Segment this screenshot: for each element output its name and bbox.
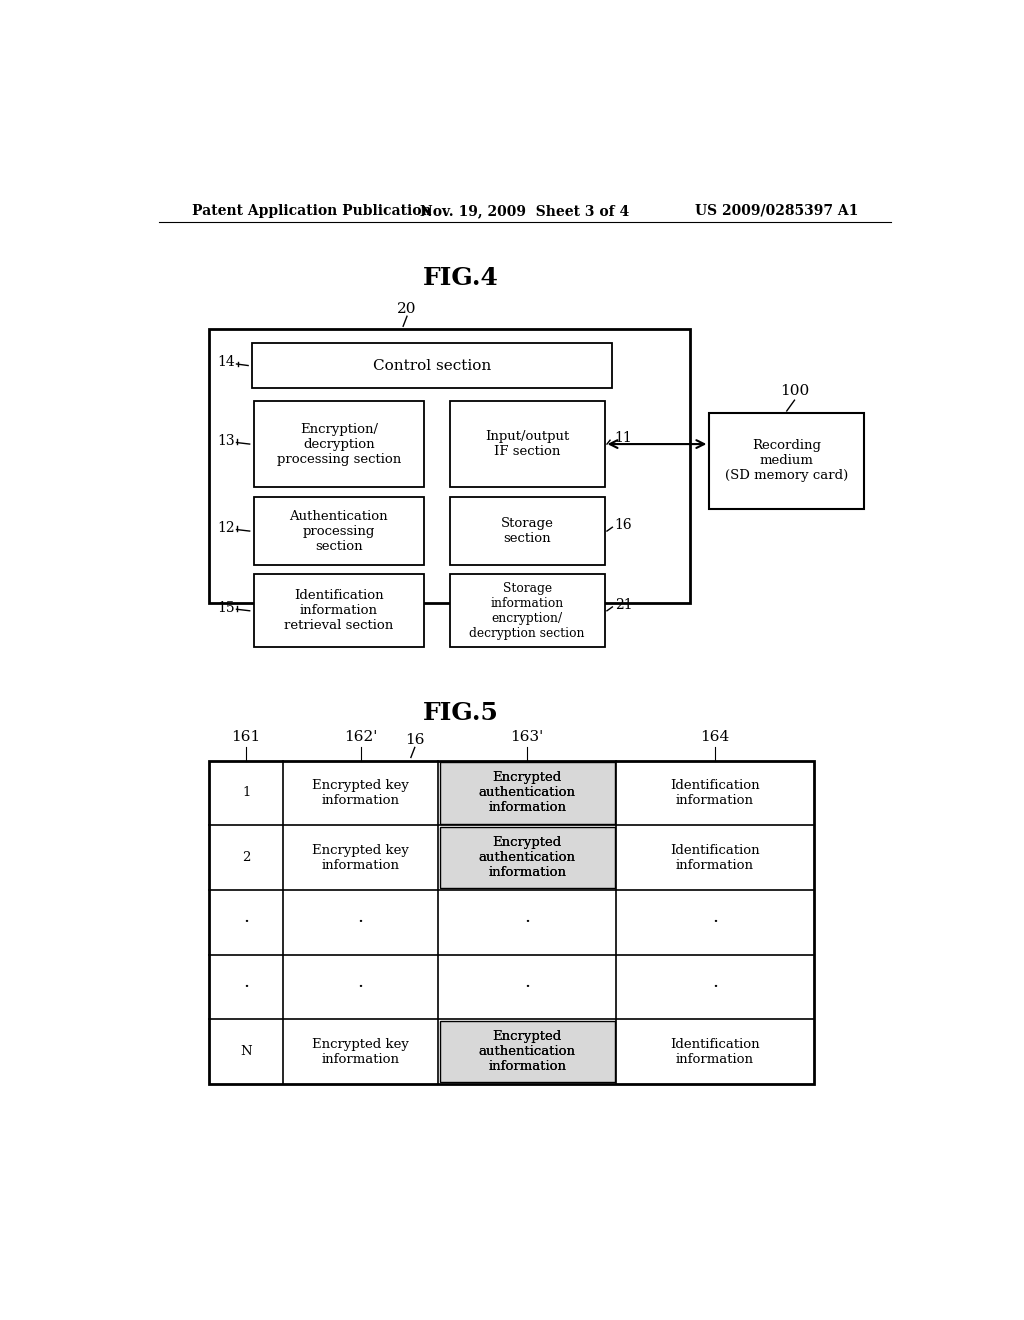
Text: 16: 16 [406, 733, 425, 747]
Text: Identification
information: Identification information [671, 1038, 760, 1065]
Text: 162': 162' [344, 730, 377, 744]
Text: ·: · [357, 978, 364, 995]
Bar [439, 762, 614, 824]
Text: 164: 164 [700, 730, 730, 744]
Text: 16: 16 [614, 517, 633, 532]
Text: 100: 100 [780, 384, 809, 397]
Text: 15: 15 [217, 601, 234, 615]
Text: Control section: Control section [373, 359, 492, 372]
Text: Encrypted key
information: Encrypted key information [312, 843, 409, 871]
Text: 12: 12 [217, 521, 234, 535]
Bar [439, 826, 614, 888]
Text: ·: · [243, 978, 249, 995]
Text: Encrypted
authentication
information: Encrypted authentication information [478, 1030, 575, 1073]
Bar [252, 343, 612, 388]
Text: ·: · [243, 913, 249, 931]
Text: Authentication
processing
section: Authentication processing section [290, 510, 388, 553]
Text: Encrypted key
information: Encrypted key information [312, 1038, 409, 1065]
Text: Identification
information
retrieval section: Identification information retrieval sec… [285, 589, 393, 632]
Bar [450, 574, 604, 647]
Text: Nov. 19, 2009  Sheet 3 of 4: Nov. 19, 2009 Sheet 3 of 4 [420, 203, 630, 218]
Text: Encrypted
authentication
information: Encrypted authentication information [478, 836, 575, 879]
Text: Encrypted key
information: Encrypted key information [312, 779, 409, 807]
Bar [439, 1020, 614, 1082]
Bar [254, 401, 424, 487]
Text: FIG.4: FIG.4 [423, 265, 499, 290]
Bar [209, 760, 814, 1084]
Text: ·: · [524, 978, 530, 995]
Bar [450, 401, 604, 487]
Bar [254, 574, 424, 647]
Text: 20: 20 [397, 301, 417, 315]
Text: 1: 1 [242, 787, 251, 800]
Text: Encrypted
authentication
information: Encrypted authentication information [478, 771, 575, 814]
Text: Encryption/
decryption
processing section: Encryption/ decryption processing sectio… [276, 422, 401, 466]
Bar [209, 330, 690, 603]
Text: ·: · [712, 913, 718, 931]
Text: ·: · [712, 978, 718, 995]
Text: Storage
information
encryption/
decryption section: Storage information encryption/ decrypti… [469, 582, 585, 640]
Text: Identification
information: Identification information [671, 843, 760, 871]
Bar [254, 498, 424, 565]
Text: Identification
information: Identification information [671, 779, 760, 807]
Text: 21: 21 [614, 598, 633, 611]
Text: Encrypted
authentication
information: Encrypted authentication information [478, 836, 575, 879]
Text: N: N [241, 1045, 252, 1059]
Text: 14: 14 [217, 355, 234, 370]
Text: FIG.5: FIG.5 [423, 701, 499, 725]
Text: US 2009/0285397 A1: US 2009/0285397 A1 [694, 203, 858, 218]
Bar [450, 498, 604, 565]
Text: Patent Application Publication: Patent Application Publication [191, 203, 431, 218]
Text: Encrypted
authentication
information: Encrypted authentication information [478, 771, 575, 814]
Text: 161: 161 [231, 730, 261, 744]
Text: Storage
section: Storage section [501, 517, 554, 545]
Text: 13: 13 [217, 434, 234, 447]
Bar [710, 412, 864, 508]
Text: ·: · [357, 913, 364, 931]
Text: 11: 11 [614, 430, 633, 445]
Text: 163': 163' [511, 730, 544, 744]
Text: Encrypted
authentication
information: Encrypted authentication information [478, 1030, 575, 1073]
Text: Input/output
IF section: Input/output IF section [485, 430, 569, 458]
Text: ·: · [524, 913, 530, 931]
Text: Recording
medium
(SD memory card): Recording medium (SD memory card) [725, 440, 848, 482]
Text: 2: 2 [242, 851, 251, 865]
